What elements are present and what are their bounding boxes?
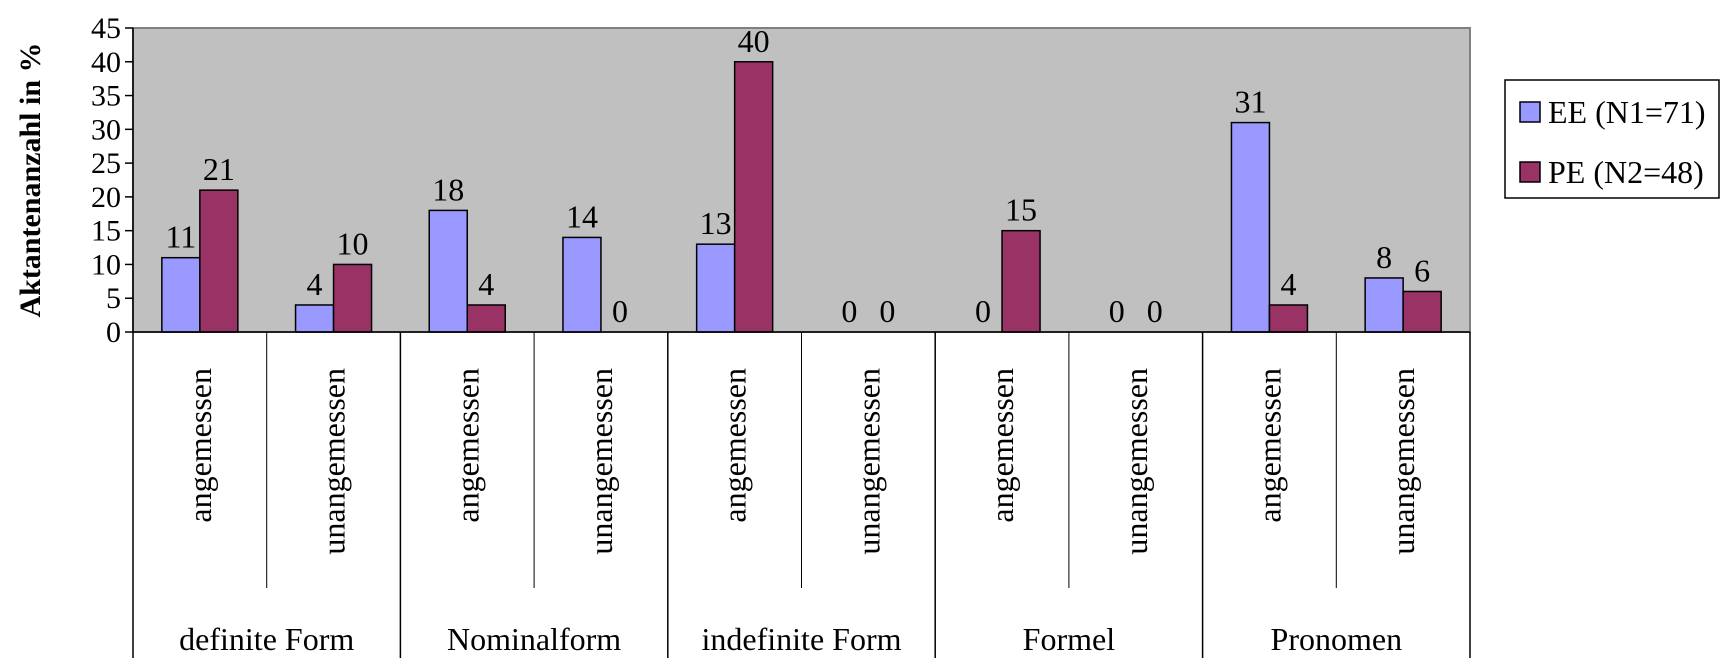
data-label: 0 [975, 293, 991, 329]
subcategory-label: angemessen [182, 368, 218, 523]
data-label: 21 [203, 151, 235, 187]
y-tick-label: 45 [91, 12, 121, 45]
bar-pe [1001, 229, 1041, 333]
data-label: 0 [1147, 293, 1163, 329]
y-tick-label: 35 [91, 80, 121, 113]
y-tick-label: 15 [91, 215, 121, 248]
data-label: 6 [1414, 252, 1430, 288]
bar-pe [1268, 304, 1309, 333]
bar-ee [562, 236, 602, 333]
bar-ee [161, 256, 201, 333]
subcategory-label: unangemessen [1118, 368, 1154, 555]
bar-ee [1230, 121, 1271, 333]
subcategory-label: unangemessen [1385, 368, 1421, 555]
bar-ee [1364, 277, 1404, 333]
y-tick-label: 5 [106, 282, 121, 315]
y-tick-label: 10 [91, 248, 121, 281]
group-label: Formel [1023, 621, 1116, 657]
bar-pe [199, 189, 239, 333]
data-label: 8 [1376, 239, 1392, 275]
y-tick-label: 20 [91, 181, 121, 214]
bar-pe [1402, 290, 1442, 333]
bar-pe [733, 61, 774, 333]
data-label: 4 [478, 266, 494, 302]
bar-ee [428, 209, 468, 333]
data-label: 10 [337, 225, 369, 261]
data-label: 13 [700, 205, 732, 241]
data-label: 0 [841, 293, 857, 329]
group-label: Pronomen [1271, 621, 1403, 657]
y-tick-label: 25 [91, 147, 121, 180]
bar-ee [294, 304, 335, 333]
data-label: 18 [432, 171, 464, 207]
data-label: 0 [612, 293, 628, 329]
group-label: Nominalform [447, 621, 621, 657]
data-label: 0 [1109, 293, 1125, 329]
subcategory-label: angemessen [984, 368, 1020, 523]
data-label: 11 [165, 219, 196, 255]
category-axis: angemessen unangemessen definite Form angem… [132, 331, 1471, 658]
y-tick-label: 40 [91, 46, 121, 79]
subcategory-label: angemessen [1251, 368, 1287, 523]
y-tick-label: 0 [106, 316, 121, 349]
legend-label: EE (N1=71) [1548, 94, 1706, 130]
subcategory-label: unangemessen [316, 368, 352, 555]
bar-pe [332, 263, 373, 333]
data-label: 40 [738, 23, 770, 59]
y-axis-title: Aktantenanzahl in % [14, 42, 47, 317]
data-label: 4 [307, 266, 323, 302]
data-label: 15 [1005, 192, 1037, 228]
subcategory-label: angemessen [449, 368, 485, 523]
subcategory-label: angemessen [717, 368, 753, 523]
group-label: indefinite Form [702, 621, 902, 657]
data-label: 4 [1280, 266, 1296, 302]
legend: EE (N1=71) PE (N2=48) [1504, 79, 1720, 199]
data-label: 0 [879, 293, 895, 329]
y-tick-label: 30 [91, 113, 121, 146]
legend-swatch-ee [1519, 101, 1541, 123]
data-label: 14 [566, 198, 598, 234]
bars [161, 61, 1442, 333]
legend-swatch-pe [1519, 161, 1541, 183]
bar-ee [695, 243, 736, 333]
subcategory-label: unangemessen [583, 368, 619, 555]
subcategory-label: unangemessen [850, 368, 886, 555]
data-label: 31 [1234, 84, 1266, 120]
legend-label: PE (N2=48) [1548, 154, 1704, 190]
bar-pe [466, 304, 506, 333]
group-label: definite Form [179, 621, 354, 657]
